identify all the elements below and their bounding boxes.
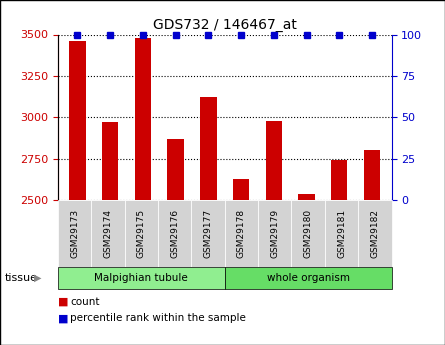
- Bar: [364, 150, 380, 200]
- Bar: [233, 179, 249, 200]
- Text: count: count: [70, 297, 100, 307]
- Text: GSM29177: GSM29177: [203, 209, 213, 258]
- Bar: [266, 121, 282, 200]
- Bar: [298, 194, 315, 200]
- Text: Malpighian tubule: Malpighian tubule: [94, 273, 188, 283]
- Text: GSM29175: GSM29175: [137, 209, 146, 258]
- Text: GSM29173: GSM29173: [70, 209, 79, 258]
- Text: ■: ■: [58, 297, 69, 307]
- Bar: [69, 41, 85, 200]
- Text: GSM29174: GSM29174: [103, 209, 113, 258]
- Bar: [167, 139, 184, 200]
- Bar: [331, 160, 348, 200]
- Title: GDS732 / 146467_at: GDS732 / 146467_at: [153, 18, 297, 32]
- Text: whole organism: whole organism: [267, 273, 350, 283]
- Text: GSM29180: GSM29180: [303, 209, 313, 258]
- Bar: [102, 122, 118, 200]
- Text: GSM29181: GSM29181: [337, 209, 346, 258]
- Text: GSM29176: GSM29176: [170, 209, 179, 258]
- Text: ▶: ▶: [34, 273, 41, 283]
- Bar: [135, 38, 151, 200]
- Text: GSM29179: GSM29179: [270, 209, 279, 258]
- Text: tissue: tissue: [4, 273, 37, 283]
- Text: GSM29182: GSM29182: [370, 209, 380, 258]
- Bar: [200, 97, 217, 200]
- Text: GSM29178: GSM29178: [237, 209, 246, 258]
- Text: ■: ■: [58, 314, 69, 323]
- Text: percentile rank within the sample: percentile rank within the sample: [70, 314, 246, 323]
